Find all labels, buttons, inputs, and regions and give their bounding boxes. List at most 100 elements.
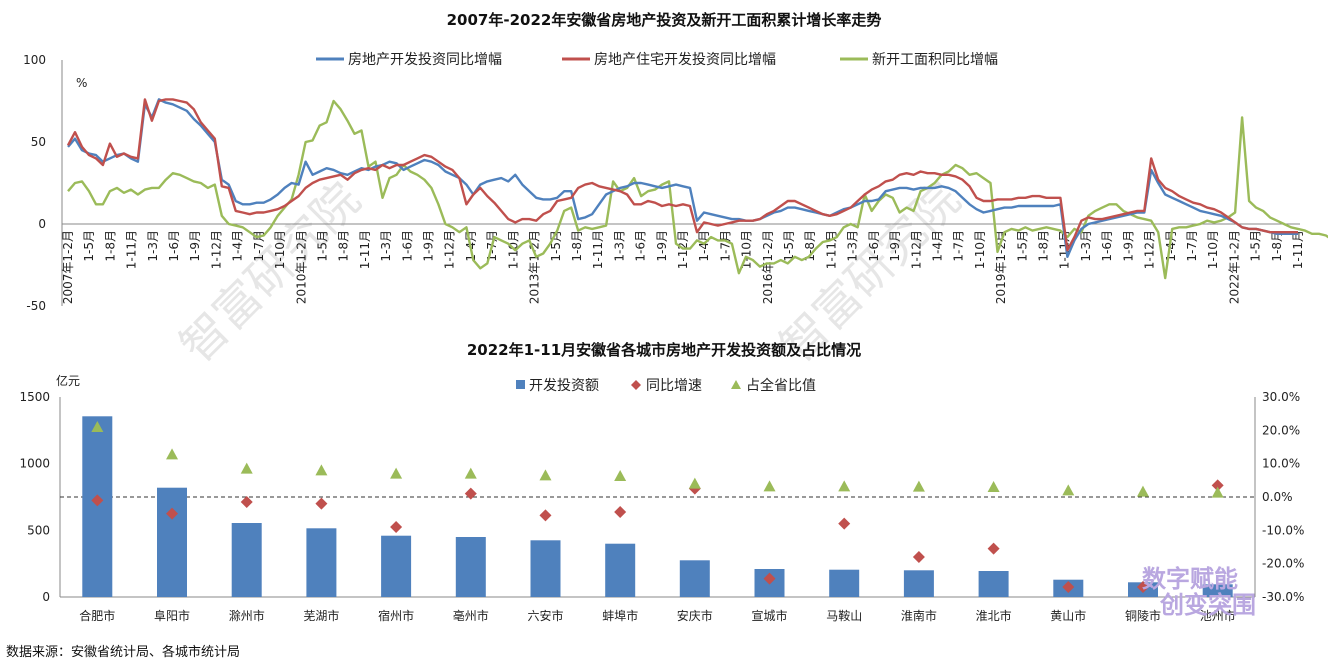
- bar-池州市: [1202, 584, 1233, 597]
- x-tick-label: 1-9月: [1121, 230, 1135, 262]
- x-tick-label: 1-7月: [718, 230, 732, 262]
- legend-swatch-investment-amount: [516, 380, 525, 389]
- top-y-ticks: 100 50 0 -50: [23, 53, 46, 313]
- y-tick-label: 500: [27, 523, 50, 537]
- bar-六安市: [530, 540, 561, 597]
- bar-滁州市: [231, 523, 262, 597]
- category-label: 黄山市: [1050, 608, 1086, 623]
- yoy-marker-蚌埠市: [614, 506, 627, 518]
- x-tick-label: 1-4月: [931, 230, 945, 262]
- y2-tick-label: -30.0%: [1262, 590, 1304, 604]
- bottom-y-ticks: 1500 1000 500 0: [19, 390, 50, 604]
- x-tick-label: 1-8月: [103, 230, 117, 262]
- x-tick-label: 1-12月: [443, 230, 457, 269]
- share-marker-芜湖市: [315, 464, 328, 476]
- legend-label-investment: 房地产开发投资同比增幅: [348, 52, 502, 68]
- share-marker-马鞍山: [838, 480, 851, 492]
- x-tick-label: 2016年1-2月: [761, 230, 775, 304]
- legend-swatch-share: [731, 380, 741, 389]
- yoy-marker-铜陵市: [1136, 581, 1149, 593]
- x-tick-label: 1-3月: [612, 230, 626, 262]
- share-marker-安庆市: [688, 477, 701, 489]
- y-tick-label: 0: [38, 217, 46, 231]
- top-x-ticks: 2007年1-2月 1-5月 1-8月 1-11月 1-3月 1-6月 1-9月 1-12月 1…: [61, 230, 1305, 304]
- top-legend: 房地产开发投资同比增幅 房地产住宅开发投资同比增幅 新开工面积同比增幅: [316, 52, 998, 68]
- category-label: 铜陵市: [1125, 608, 1161, 623]
- bar-阜阳市: [157, 487, 187, 597]
- x-tick-label: 1-3月: [846, 230, 860, 262]
- yoy-marker-马鞍山: [838, 517, 851, 530]
- bottom-y-unit: 亿元: [56, 373, 80, 388]
- share-marker-亳州市: [464, 467, 477, 479]
- x-tick-label: 2022年1-2月: [1227, 230, 1241, 304]
- x-tick-label: 1-8月: [337, 230, 351, 262]
- yoy-marker-阜阳市: [166, 507, 179, 520]
- x-tick-label: 1-6月: [400, 230, 414, 262]
- yoy-marker-宿州市: [390, 521, 403, 533]
- x-tick-label: 1-12月: [209, 230, 223, 269]
- x-tick-label: 1-6月: [634, 230, 648, 262]
- x-tick-label: 1-7月: [1185, 230, 1199, 262]
- x-tick-label: 1-5月: [782, 230, 796, 262]
- x-tick-label: 1-6月: [167, 230, 181, 262]
- yoy-marker-滁州市: [240, 496, 253, 508]
- y-tick-label: 100: [23, 53, 46, 67]
- legend-swatch-yoy: [631, 380, 641, 390]
- share-marker-宣城市: [763, 480, 776, 492]
- yoy-marker-六安市: [539, 509, 552, 522]
- x-tick-label: 1-11月: [358, 230, 372, 269]
- bottom-x-ticks: 合肥市 阜阳市 滁州市 芜湖市 宿州市 亳州市 六安市 蚌埠市 安庆市 宣城市 马鞍山 淮南市 淮北市 黄…: [79, 608, 1235, 623]
- y2-tick-label: 10.0%: [1262, 457, 1300, 471]
- x-tick-label: 1-10月: [740, 230, 754, 269]
- share-marker-合肥市: [91, 421, 104, 432]
- x-tick-label: 1-9月: [422, 230, 436, 262]
- category-label: 蚌埠市: [602, 608, 638, 623]
- x-tick-label: 1-3月: [1079, 230, 1093, 262]
- category-label: 池州市: [1200, 608, 1236, 623]
- x-tick-label: 1-5月: [1249, 230, 1263, 262]
- x-tick-label: 1-5月: [82, 230, 96, 262]
- x-tick-label: 1-4月: [697, 230, 711, 262]
- share-marker-六安市: [539, 469, 552, 481]
- yoy-marker-合肥市: [91, 494, 104, 507]
- category-label: 阜阳市: [154, 608, 190, 623]
- x-tick-label: 1-4月: [231, 230, 245, 262]
- bar-宿州市: [381, 535, 412, 597]
- top-series-lines: [66, 98, 1328, 280]
- legend-label-residential: 房地产住宅开发投资同比增幅: [594, 52, 776, 68]
- category-label: 宿州市: [378, 608, 414, 623]
- y2-tick-label: -20.0%: [1262, 557, 1304, 571]
- bottom-markers: [91, 421, 1224, 593]
- series-line-房地产开发投资同比增幅: [67, 98, 1298, 258]
- category-label: 六安市: [527, 608, 563, 623]
- watermark-text: 智富研究院: [170, 172, 371, 373]
- top-y-unit: %: [76, 76, 87, 90]
- category-label: 滁州市: [229, 608, 265, 623]
- share-marker-黄山市: [1062, 484, 1075, 496]
- legend-label-share: 占全省比值: [746, 377, 816, 394]
- bar-淮北市: [978, 571, 1009, 597]
- y2-tick-label: -10.0%: [1262, 523, 1304, 537]
- x-tick-label: 1-3月: [146, 230, 160, 262]
- bottom-chart-title: 2022年1-11月安徽省各城市房地产开发投资额及占比情况: [467, 341, 861, 359]
- x-tick-label: 1-10月: [1206, 230, 1220, 269]
- x-tick-label: 1-7月: [952, 230, 966, 262]
- yoy-marker-淮南市: [912, 551, 925, 563]
- y-tick-label: 50: [31, 135, 46, 149]
- bottom-y2-ticks: 30.0% 20.0% 10.0% 0.0% -10.0% -20.0% -30.0%: [1262, 390, 1304, 604]
- yoy-marker-宣城市: [763, 572, 776, 585]
- source-note: 数据来源：安徽省统计局、各城市统计局: [6, 644, 240, 660]
- category-label: 安庆市: [677, 608, 713, 623]
- y2-tick-label: 30.0%: [1262, 390, 1300, 404]
- bottom-legend: 开发投资额 同比增速 占全省比值: [516, 377, 816, 394]
- x-tick-label: 1-12月: [1143, 230, 1157, 269]
- x-tick-label: 1-5月: [1015, 230, 1029, 262]
- category-label: 马鞍山: [826, 608, 862, 623]
- x-tick-label: 1-9月: [188, 230, 202, 262]
- y-tick-label: 0: [42, 590, 50, 604]
- share-marker-阜阳市: [166, 448, 179, 460]
- category-label: 淮北市: [976, 608, 1012, 623]
- series-line-房地产住宅开发投资同比增幅: [66, 98, 1298, 252]
- x-tick-label: 1-11月: [1058, 230, 1072, 269]
- legend-label-new-start: 新开工面积同比增幅: [872, 52, 998, 68]
